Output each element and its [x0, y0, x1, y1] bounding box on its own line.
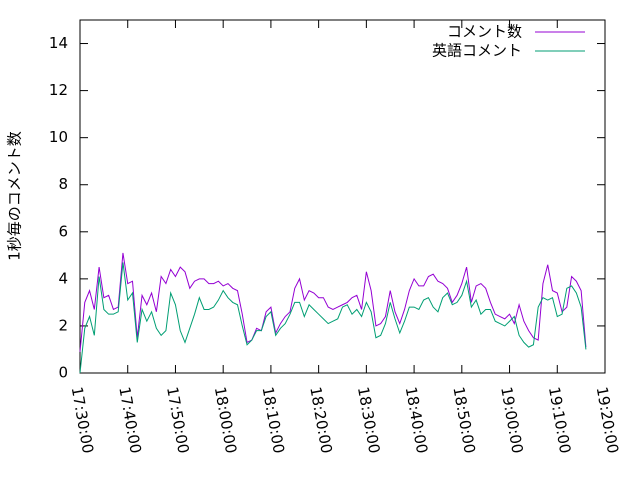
x-tick-label: 17:40:00: [115, 385, 144, 454]
y-axis-label: 1秒毎のコメント数: [6, 131, 24, 261]
y-tick-label: 8: [58, 175, 68, 193]
plot-frame: [79, 19, 606, 374]
x-tick-label: 19:00:00: [497, 385, 526, 454]
x-tick-label: 18:10:00: [259, 385, 288, 454]
x-tick-label: 19:10:00: [545, 385, 574, 454]
y-tick-label: 12: [49, 81, 68, 99]
legend-label: 英語コメント: [432, 42, 522, 60]
x-tick-label: 18:30:00: [354, 385, 383, 454]
y-tick-label: 0: [58, 364, 68, 382]
x-tick-label: 19:20:00: [593, 385, 622, 454]
x-tick-label: 18:50:00: [449, 385, 478, 454]
y-tick-label: 6: [58, 222, 68, 240]
y-tick-label: 14: [49, 34, 68, 52]
y-tick-label: 4: [58, 269, 68, 287]
x-tick-label: 18:20:00: [306, 385, 335, 454]
legend-label: コメント数: [447, 23, 522, 41]
x-tick-label: 17:50:00: [163, 385, 192, 454]
x-tick-label: 18:00:00: [211, 385, 240, 454]
series-line: [79, 262, 587, 374]
y-tick-label: 2: [58, 316, 68, 334]
y-tick-label: 10: [49, 128, 68, 146]
x-tick-label: 18:40:00: [402, 385, 431, 454]
x-tick-label: 17:30:00: [68, 385, 97, 454]
series-line: [79, 252, 587, 352]
